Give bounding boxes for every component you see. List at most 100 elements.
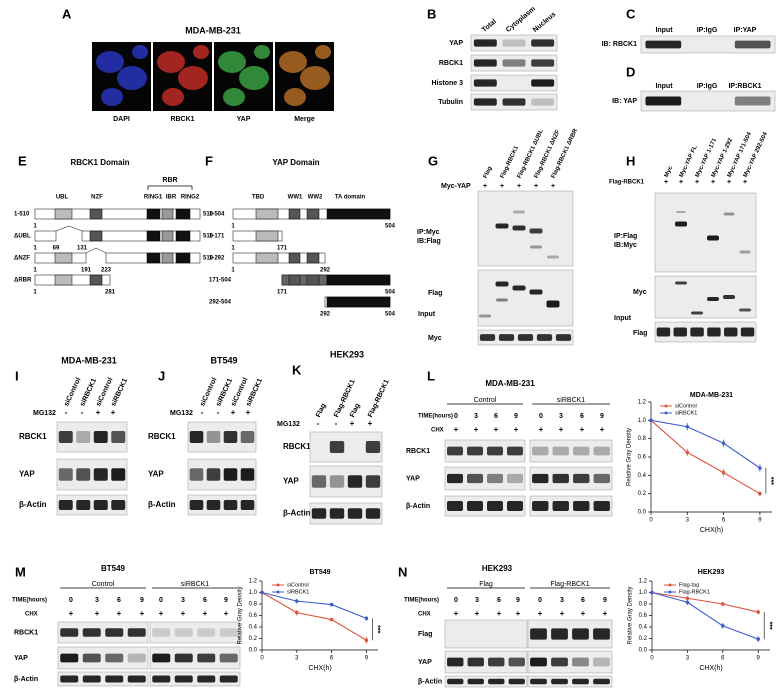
label: Input [614,315,632,322]
x-tick-label: 9 [758,518,762,524]
blot-band [507,501,523,511]
label: + [664,179,668,186]
x-tick-label: 6 [722,518,726,524]
legend-marker [668,590,672,594]
series-line [650,419,761,495]
label: + [231,408,236,417]
label: 9 [603,597,607,604]
blot [444,439,526,463]
y-tick-label: 0.4 [638,473,647,479]
domain [326,208,391,220]
blot-band [512,225,526,231]
label: CHX [431,428,444,434]
blot-band [93,468,108,481]
blot-band [573,446,590,456]
blot-band [197,653,216,663]
chart-title: MDA-MB-231 [690,392,733,399]
label: Input [418,311,436,318]
label: TIME(hours) [404,598,439,604]
x-axis-label: CHX(h) [699,665,722,672]
x-tick-label: 3 [295,656,299,662]
panel-title: HEK293 [330,349,364,359]
blot-band [223,468,238,481]
label: 0 [69,597,73,604]
blot-band [551,678,568,685]
label: MG132 [170,410,193,417]
cell [239,66,269,90]
blot-band [479,314,491,318]
legend-marker [276,590,280,594]
label: Tubulin [438,99,463,106]
blot-band [495,281,509,287]
blot-band [347,508,363,519]
domain [161,208,174,220]
legend-marker [664,404,668,408]
blot [57,621,149,644]
domain [89,208,103,220]
y-tick-label: 0.8 [638,436,647,442]
domain [255,230,279,242]
blot-band [552,446,569,456]
label: + [350,419,355,428]
cell [315,45,331,59]
blot-band [174,628,193,637]
blot-band [223,500,238,510]
label: Total [481,18,498,34]
label: + [500,183,504,190]
blot-band [152,675,171,683]
chart-title: BT549 [309,569,330,576]
data-point [758,491,762,496]
blot-band [547,255,559,259]
panel-letter: D [626,64,635,79]
label: ΔUBL [14,234,31,240]
label: Flag [349,403,361,419]
y-tick-label: 0.0 [249,648,258,654]
blot-band [572,657,589,667]
blot [444,675,528,688]
legend-label: siControl [675,403,697,409]
blot [444,619,528,649]
y-tick-label: 1.0 [638,418,647,424]
label: + [711,179,715,186]
y-tick-label: 0.2 [639,636,648,642]
blot-band [479,334,496,341]
legend-label: siRBCK1 [675,410,697,416]
blot-band [513,210,525,214]
label: + [727,179,731,186]
label: 1-292 [209,256,225,262]
legend-label: siRBCK1 [287,589,309,595]
panel-letter: L [427,368,435,383]
label: β-Actin [283,509,311,518]
label: 6 [203,597,207,604]
label: 0 [454,413,458,420]
blot-band [111,431,126,443]
blot-band [82,675,101,683]
data-point [329,602,334,607]
label: CHX [418,612,431,618]
data-point [685,596,690,601]
blot [149,646,241,670]
blot [470,74,558,92]
legend-marker [276,583,280,587]
construct-bar [81,230,201,242]
blot-band [593,446,610,456]
label: 3 [559,413,563,420]
blot [444,466,526,491]
cell [157,51,185,73]
label: + [580,425,585,434]
domain [175,208,191,220]
label: IP:YAP [734,27,757,34]
blot-band [111,468,126,481]
x-tick-label: 6 [721,656,725,662]
label: + [368,419,373,428]
label: - [317,419,320,428]
y-tick-label: 0.4 [639,625,648,631]
label: YAP [449,40,463,47]
blot [57,646,149,670]
blot-band [572,628,589,640]
blot-band [206,468,221,481]
blot-band [530,245,542,249]
y-axis-label: Relative Gray Density [627,428,633,486]
label: MG132 [277,421,300,428]
